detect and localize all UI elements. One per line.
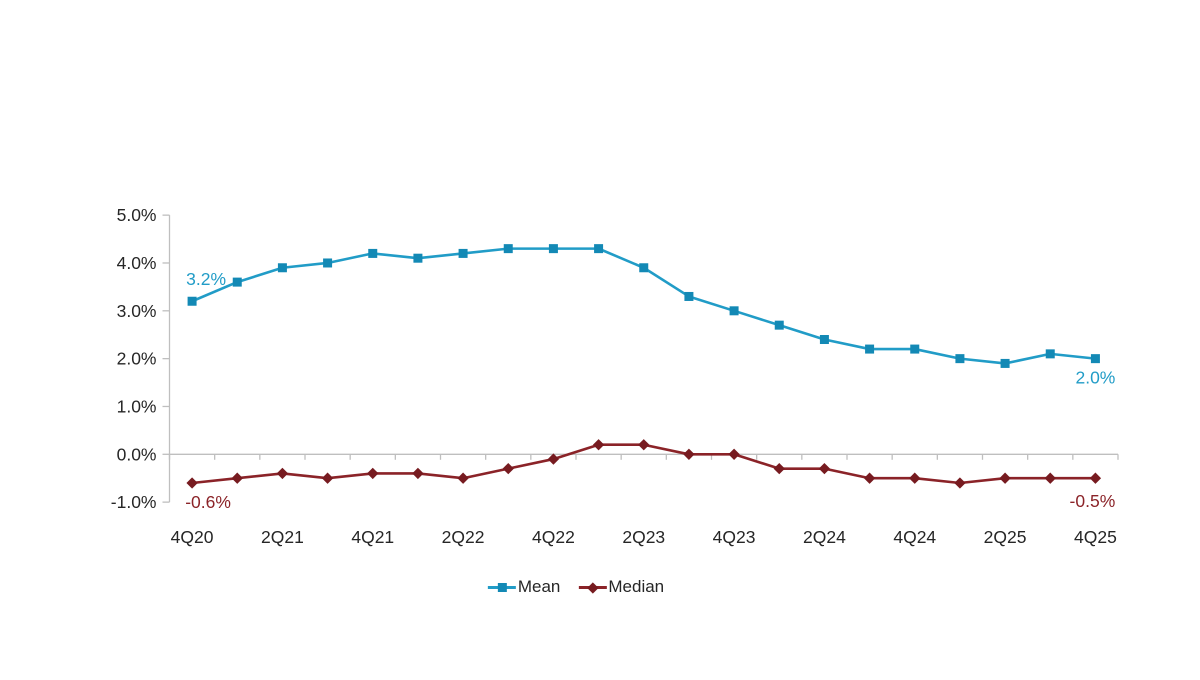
y-axis-tick-label: 3.0% xyxy=(117,301,157,321)
legend-label-mean: Mean xyxy=(517,577,561,596)
data-point-mean xyxy=(548,244,558,254)
x-axis-tick-label: 4Q20 xyxy=(171,527,214,547)
data-point-mean xyxy=(187,296,197,306)
y-axis-tick-label: 5.0% xyxy=(117,205,157,225)
data-point-median xyxy=(683,448,695,460)
x-axis-tick-label: 4Q22 xyxy=(532,527,575,547)
mean-first-data-label: 3.2% xyxy=(186,269,226,289)
data-point-median xyxy=(412,467,424,480)
data-point-median xyxy=(909,472,921,484)
data-point-median xyxy=(863,472,876,484)
data-point-mean xyxy=(729,306,739,316)
data-point-median xyxy=(592,439,605,451)
data-point-mean xyxy=(819,335,829,345)
data-point-mean xyxy=(910,344,920,354)
data-point-mean xyxy=(1090,354,1100,364)
legend-label-median: Median xyxy=(608,577,665,596)
data-point-mean xyxy=(458,248,468,258)
data-point-median xyxy=(457,472,469,484)
data-point-mean xyxy=(774,320,784,330)
x-axis-tick-label: 4Q23 xyxy=(713,527,756,547)
data-point-mean xyxy=(368,248,378,258)
data-point-median xyxy=(502,462,514,475)
data-point-median xyxy=(367,467,379,480)
data-point-median xyxy=(231,472,243,484)
data-point-mean xyxy=(413,253,423,263)
data-point-mean xyxy=(955,354,965,364)
data-point-median xyxy=(728,448,740,460)
x-axis-tick-label: 2Q24 xyxy=(803,527,846,547)
chart-legend: Mean Median xyxy=(487,577,664,597)
data-point-median xyxy=(321,472,334,484)
data-point-median xyxy=(186,477,198,489)
mean-series-marker-icon xyxy=(487,582,516,592)
x-axis-tick-label: 2Q21 xyxy=(261,527,304,547)
data-point-median xyxy=(1089,472,1102,484)
data-point-mean xyxy=(594,244,604,254)
x-axis-tick-label: 2Q25 xyxy=(984,527,1027,547)
data-point-median xyxy=(547,453,560,465)
data-point-mean xyxy=(323,258,333,268)
data-point-median xyxy=(954,477,966,489)
data-point-median xyxy=(818,462,831,475)
data-point-mean xyxy=(684,291,694,301)
median-first-data-label: -0.6% xyxy=(185,492,231,512)
y-axis-tick-label: 0.0% xyxy=(117,444,157,464)
data-point-mean xyxy=(277,263,287,273)
legend-item-median: Median xyxy=(578,577,664,597)
mean-last-data-label: 2.0% xyxy=(1075,368,1115,388)
data-point-median xyxy=(638,439,650,451)
y-axis-tick-label: 4.0% xyxy=(117,253,157,273)
x-axis-tick-label: 4Q24 xyxy=(893,527,936,547)
data-point-mean xyxy=(1000,358,1010,368)
data-point-mean xyxy=(232,277,242,287)
data-point-mean xyxy=(1045,349,1055,359)
legend-item-mean: Mean xyxy=(487,577,561,597)
data-point-mean xyxy=(503,244,513,254)
y-axis-tick-label: 2.0% xyxy=(117,349,157,369)
data-point-mean xyxy=(865,344,875,354)
y-axis-tick-label: 1.0% xyxy=(117,396,157,416)
data-point-median xyxy=(276,467,289,480)
y-axis-tick-label: -1.0% xyxy=(111,492,157,512)
median-series-marker-icon xyxy=(578,581,607,594)
data-point-median xyxy=(999,472,1011,484)
data-point-median xyxy=(1044,472,1056,484)
x-axis-tick-label: 2Q23 xyxy=(622,527,665,547)
x-axis-tick-label: 2Q22 xyxy=(442,527,485,547)
data-point-mean xyxy=(639,263,649,273)
x-axis-tick-label: 4Q25 xyxy=(1074,527,1117,547)
x-axis-tick-label: 4Q21 xyxy=(351,527,394,547)
median-last-data-label: -0.5% xyxy=(1070,491,1116,511)
data-point-median xyxy=(773,462,785,475)
